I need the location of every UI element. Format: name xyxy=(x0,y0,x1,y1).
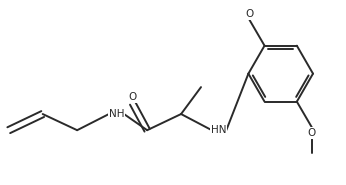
Text: NH: NH xyxy=(109,109,124,119)
Text: O: O xyxy=(308,128,316,138)
Text: HN: HN xyxy=(211,125,227,135)
Text: O: O xyxy=(245,9,254,19)
Text: O: O xyxy=(128,92,137,102)
